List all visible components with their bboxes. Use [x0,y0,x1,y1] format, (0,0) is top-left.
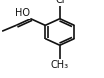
Text: Cl: Cl [55,0,65,5]
Text: CH₃: CH₃ [51,60,69,70]
Text: Cl: Cl [0,26,1,36]
Text: HO: HO [15,8,30,18]
